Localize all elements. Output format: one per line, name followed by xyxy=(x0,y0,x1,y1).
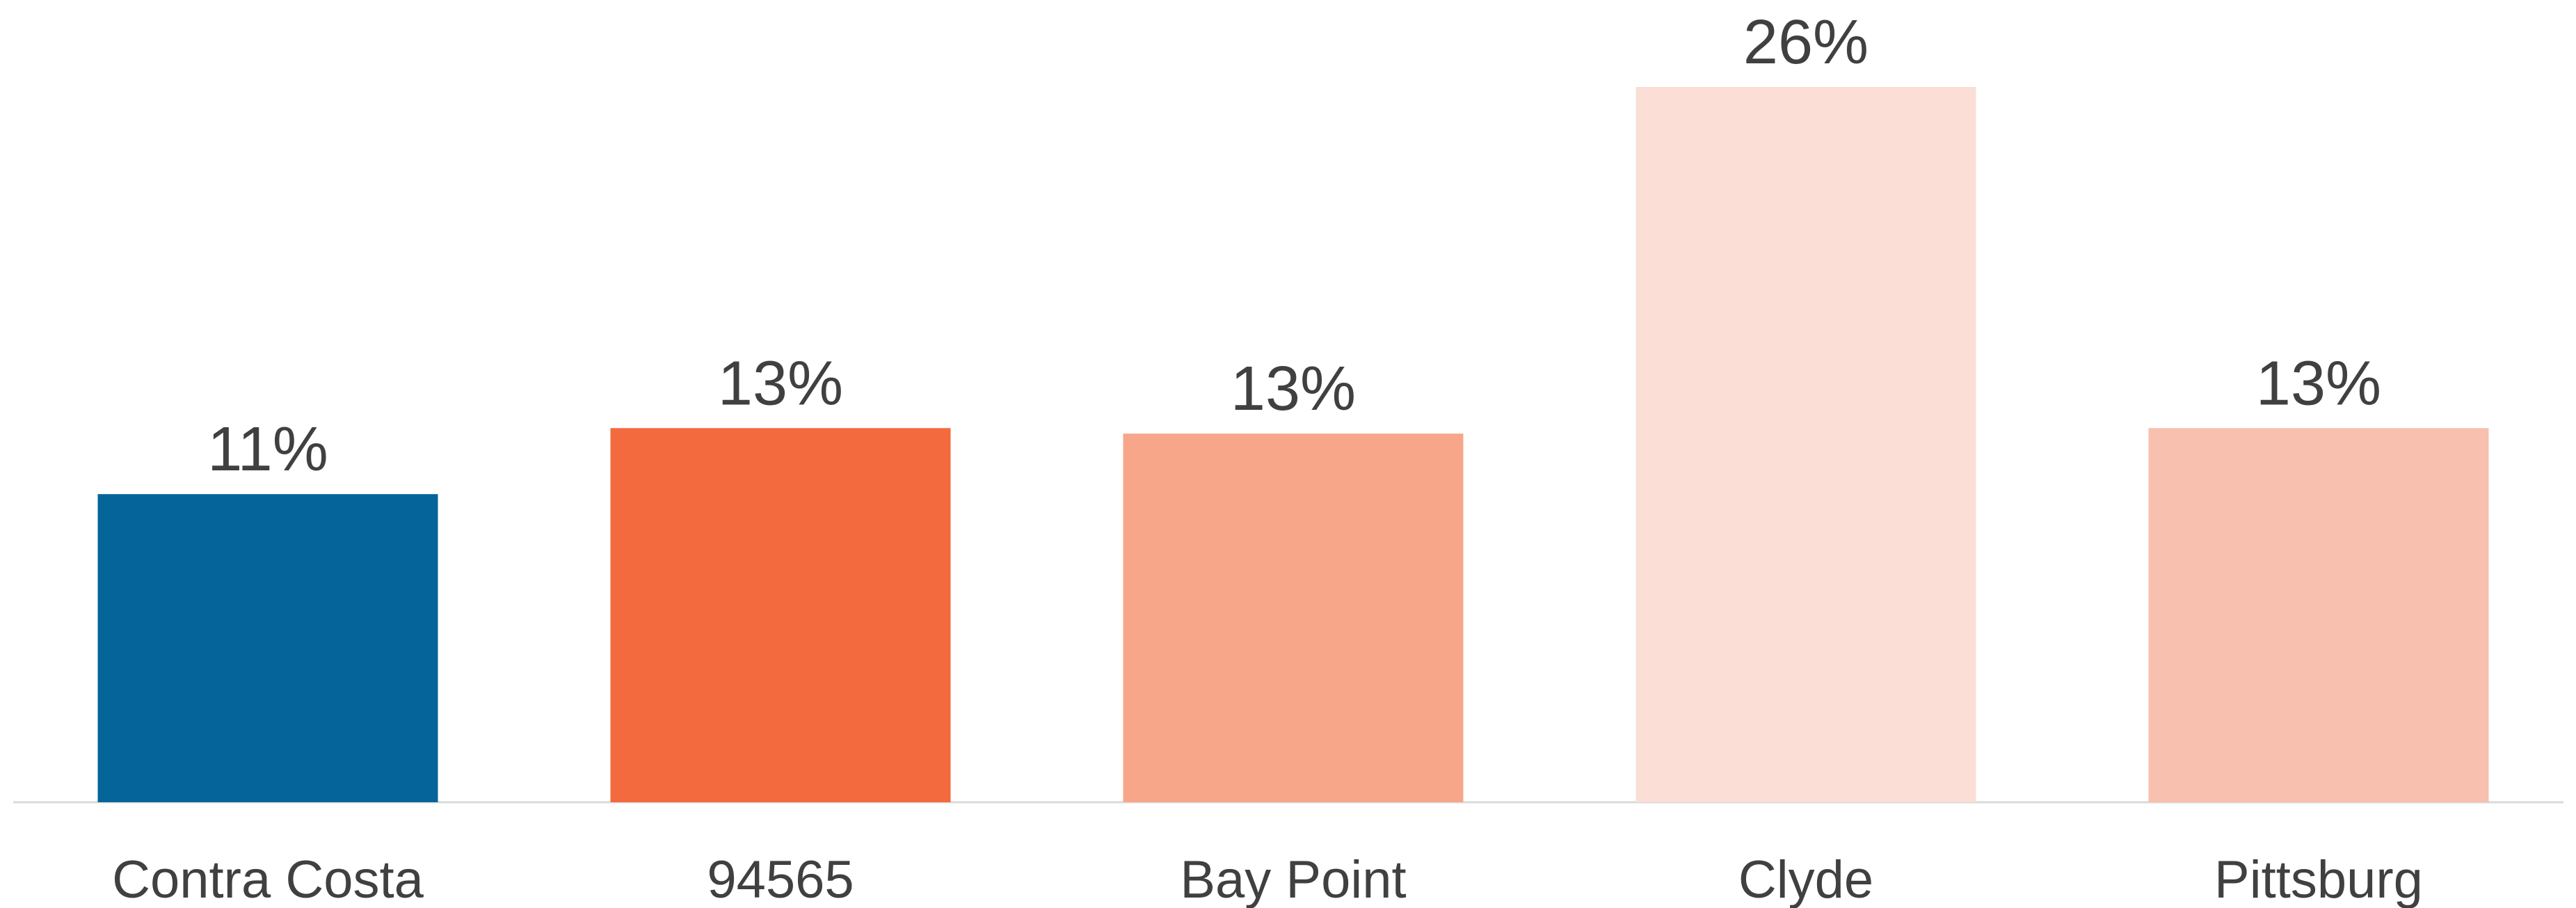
data-label: 13% xyxy=(718,349,843,418)
x-tick-label: 94565 xyxy=(707,850,854,908)
data-label: 26% xyxy=(1743,8,1869,77)
bar xyxy=(97,494,438,802)
bar xyxy=(1123,433,1464,802)
data-label: 13% xyxy=(2256,349,2381,418)
x-tick-label: Clyde xyxy=(1738,850,1873,908)
x-tick-label: Pittsburg xyxy=(2214,850,2423,908)
data-label: 13% xyxy=(1231,354,1356,424)
data-label: 11% xyxy=(207,415,328,484)
x-tick-label: Bay Point xyxy=(1180,850,1406,908)
bar xyxy=(1635,87,1976,802)
bar xyxy=(2148,428,2489,802)
x-tick-label: Contra Costa xyxy=(112,850,424,908)
bar xyxy=(610,428,951,802)
